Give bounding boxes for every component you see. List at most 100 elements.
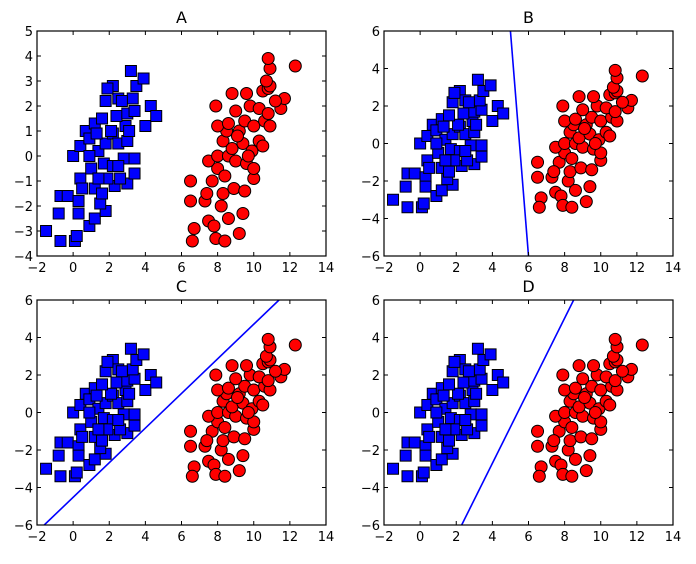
- red-circle-point: [565, 421, 579, 434]
- red-circle-point: [216, 187, 230, 200]
- blue-square-point: [124, 342, 137, 355]
- blue-square-point: [462, 365, 475, 378]
- red-circle-point: [184, 424, 198, 438]
- blue-square-point: [124, 65, 137, 77]
- red-circle-point: [238, 184, 252, 198]
- red-circle-point: [531, 424, 545, 438]
- red-circle-point: [184, 439, 198, 453]
- red-circle-point: [558, 114, 572, 128]
- blue-square-point: [144, 100, 157, 112]
- x-tick-label: 6: [524, 530, 532, 545]
- red-circle-point: [572, 359, 586, 373]
- x-tick-label: 8: [213, 530, 221, 545]
- y-tick-label: 6: [372, 25, 380, 40]
- red-circle-point: [211, 149, 225, 163]
- blue-square-point: [408, 167, 421, 180]
- x-tick-label: −2: [27, 530, 46, 545]
- red-circle-point: [225, 359, 239, 373]
- blue-square-point: [52, 207, 65, 220]
- red-circle-point: [211, 383, 225, 397]
- blue-square-point: [74, 172, 87, 185]
- blue-square-point: [401, 470, 414, 483]
- blue-square-point: [40, 462, 53, 475]
- red-circle-point: [576, 372, 590, 386]
- blue-square-point: [128, 419, 141, 432]
- blue-square-point: [90, 127, 103, 140]
- red-circle-point: [241, 149, 255, 163]
- blue-square-point: [475, 139, 488, 152]
- blue-square-point: [150, 376, 163, 389]
- blue-square-point: [67, 406, 80, 419]
- blue-square-point: [105, 125, 118, 137]
- red-circle-point: [200, 434, 214, 448]
- red-circle-point: [568, 452, 582, 466]
- red-circle-point: [579, 464, 593, 478]
- blue-square-point: [61, 190, 74, 202]
- blue-square-point: [448, 355, 461, 368]
- blue-square-point: [435, 453, 448, 466]
- x-tick-label: 2: [452, 530, 460, 545]
- blue-square-point: [399, 180, 412, 193]
- blue-square-point: [115, 365, 128, 378]
- blue-square-point: [121, 135, 134, 147]
- blue-square-point: [435, 184, 448, 197]
- red-circle-point: [229, 154, 243, 168]
- blue-square-point: [123, 125, 136, 137]
- points-layer: [40, 52, 302, 248]
- plot-area: [384, 31, 673, 256]
- y-tick-label: −3: [14, 225, 33, 240]
- red-circle-point: [588, 406, 602, 419]
- blue-square-point: [401, 201, 414, 214]
- blue-square-point: [137, 348, 150, 361]
- red-circle-point: [187, 222, 201, 235]
- red-circle-point: [218, 234, 232, 248]
- blue-square-point: [417, 197, 430, 210]
- red-circle-point: [261, 107, 275, 120]
- blue-square-point: [115, 95, 128, 107]
- blue-square-point: [414, 137, 427, 150]
- x-tick-label: 8: [560, 261, 568, 276]
- x-tick-label: 0: [69, 530, 77, 545]
- blue-square-point: [443, 434, 456, 447]
- y-tick-label: 6: [25, 294, 33, 309]
- red-circle-point: [216, 434, 230, 448]
- blue-square-point: [459, 414, 472, 426]
- red-circle-point: [185, 234, 199, 248]
- red-circle-point: [568, 381, 582, 395]
- x-tick-label: 2: [105, 261, 113, 276]
- red-circle-point: [594, 383, 608, 397]
- x-tick-label: 14: [665, 261, 682, 276]
- red-circle-point: [558, 406, 572, 419]
- blue-square-point: [110, 376, 123, 389]
- blue-square-point: [443, 109, 456, 122]
- y-tick-label: 4: [372, 63, 380, 78]
- blue-square-point: [419, 180, 432, 193]
- blue-square-point: [52, 449, 65, 462]
- blue-square-point: [470, 387, 483, 400]
- red-circle-point: [261, 52, 275, 65]
- y-tick-label: 0: [25, 407, 33, 422]
- red-circle-point: [207, 219, 221, 233]
- blue-square-point: [408, 436, 421, 449]
- red-circle-point: [568, 183, 582, 197]
- x-tick-label: 4: [488, 530, 496, 545]
- blue-square-point: [443, 378, 456, 391]
- x-tick-label: 6: [524, 261, 532, 276]
- red-circle-point: [227, 430, 241, 444]
- x-tick-label: 12: [629, 530, 646, 545]
- red-circle-point: [587, 90, 601, 104]
- blue-square-point: [112, 160, 125, 172]
- y-tick-label: 2: [372, 369, 380, 384]
- y-tick-label: 4: [25, 50, 33, 65]
- red-circle-point: [263, 119, 277, 133]
- blue-square-point: [137, 72, 150, 85]
- blue-square-point: [96, 187, 109, 200]
- blue-square-point: [457, 107, 470, 120]
- y-tick-label: 0: [372, 138, 380, 153]
- y-tick-label: 4: [372, 332, 380, 347]
- red-circle-point: [603, 398, 617, 412]
- points-layer: [40, 300, 302, 525]
- red-circle-point: [547, 165, 561, 179]
- blue-square-point: [414, 406, 427, 419]
